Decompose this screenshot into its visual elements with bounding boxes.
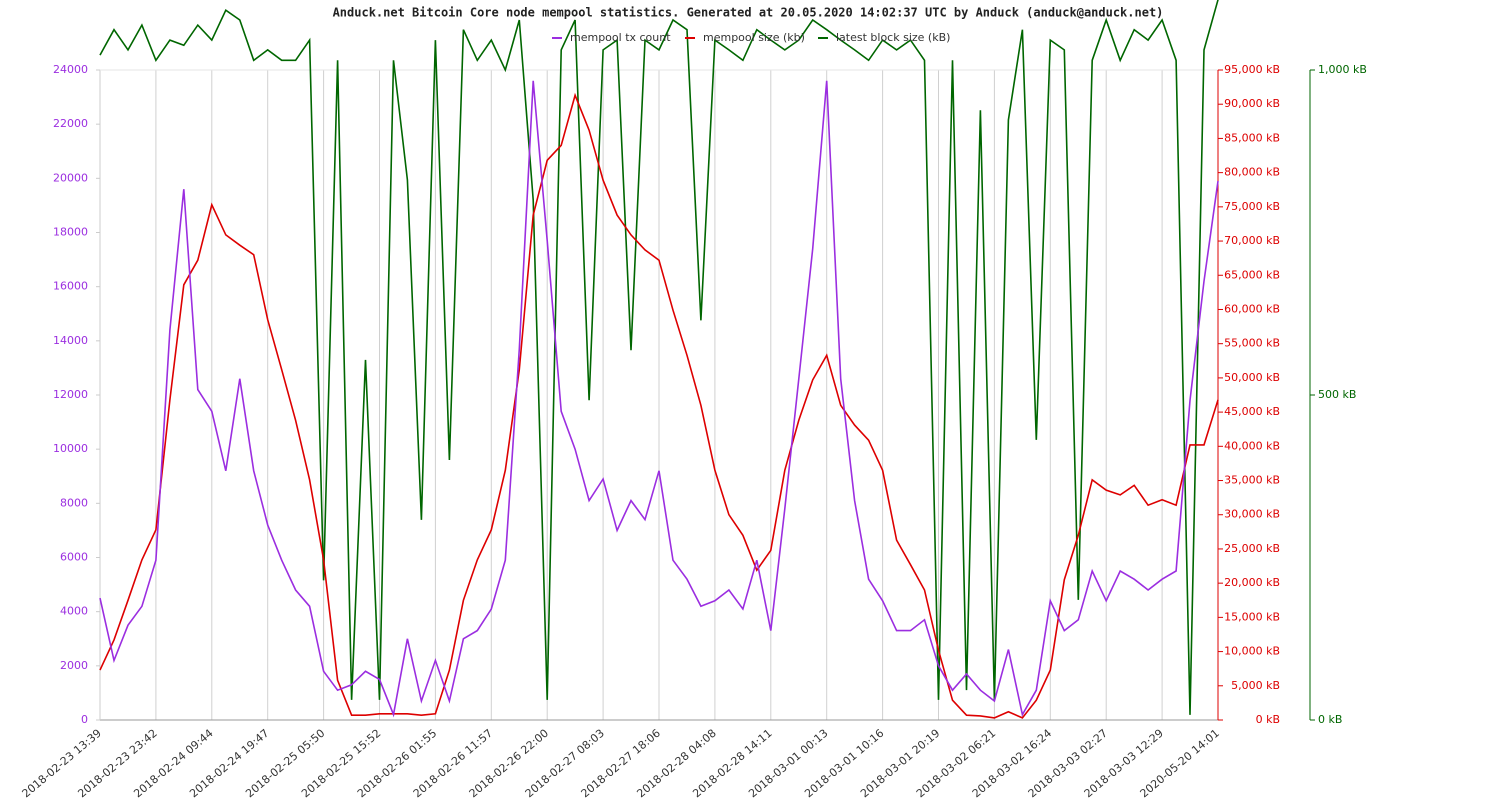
y-tick-label: 2000 <box>60 659 88 672</box>
y-tick-label: 4000 <box>60 605 88 618</box>
legend-label: latest block size (kB) <box>836 31 950 44</box>
y2-tick-label: 35,000 kB <box>1224 474 1280 487</box>
y2-tick-label: 80,000 kB <box>1224 166 1280 179</box>
y2-tick-label: 60,000 kB <box>1224 302 1280 315</box>
y-tick-label: 22000 <box>53 117 88 130</box>
y-tick-label: 20000 <box>53 171 88 184</box>
series-line <box>99 0 1219 715</box>
y2-tick-label: 50,000 kB <box>1224 371 1280 384</box>
y-tick-label: 10000 <box>53 442 88 455</box>
series-line <box>99 92 1219 719</box>
y2-tick-label: 30,000 kB <box>1224 508 1280 521</box>
y2-tick-label: 20,000 kB <box>1224 576 1280 589</box>
y2-tick-label: 5,000 kB <box>1231 679 1280 692</box>
y2-tick-label: 10,000 kB <box>1224 645 1280 658</box>
y-tick-label: 6000 <box>60 551 88 564</box>
y2-tick-label: 75,000 kB <box>1224 200 1280 213</box>
y2-tick-label: 95,000 kB <box>1224 63 1280 76</box>
y2-tick-label: 45,000 kB <box>1224 405 1280 418</box>
y3-tick-label: 500 kB <box>1318 388 1356 401</box>
y-tick-label: 8000 <box>60 496 88 509</box>
y3-tick-label: 0 kB <box>1318 713 1342 726</box>
y2-tick-label: 40,000 kB <box>1224 439 1280 452</box>
legend-label: mempool tx count <box>570 31 671 44</box>
y-tick-label: 0 <box>81 713 88 726</box>
y2-tick-label: 0 kB <box>1256 713 1280 726</box>
y-tick-label: 14000 <box>53 334 88 347</box>
y-tick-label: 18000 <box>53 226 88 239</box>
y-tick-label: 16000 <box>53 280 88 293</box>
chart-title: Anduck.net Bitcoin Core node mempool sta… <box>333 6 1164 20</box>
y2-tick-label: 65,000 kB <box>1224 268 1280 281</box>
y2-tick-label: 55,000 kB <box>1224 337 1280 350</box>
y2-tick-label: 25,000 kB <box>1224 542 1280 555</box>
y2-tick-label: 90,000 kB <box>1224 97 1280 110</box>
y-tick-label: 12000 <box>53 388 88 401</box>
legend-label: mempool size (kb) <box>703 31 805 44</box>
y2-tick-label: 70,000 kB <box>1224 234 1280 247</box>
y3-tick-label: 1,000 kB <box>1318 63 1367 76</box>
y2-tick-label: 85,000 kB <box>1224 131 1280 144</box>
y2-tick-label: 15,000 kB <box>1224 610 1280 623</box>
series-line <box>99 80 1219 718</box>
y-tick-label: 24000 <box>53 63 88 76</box>
